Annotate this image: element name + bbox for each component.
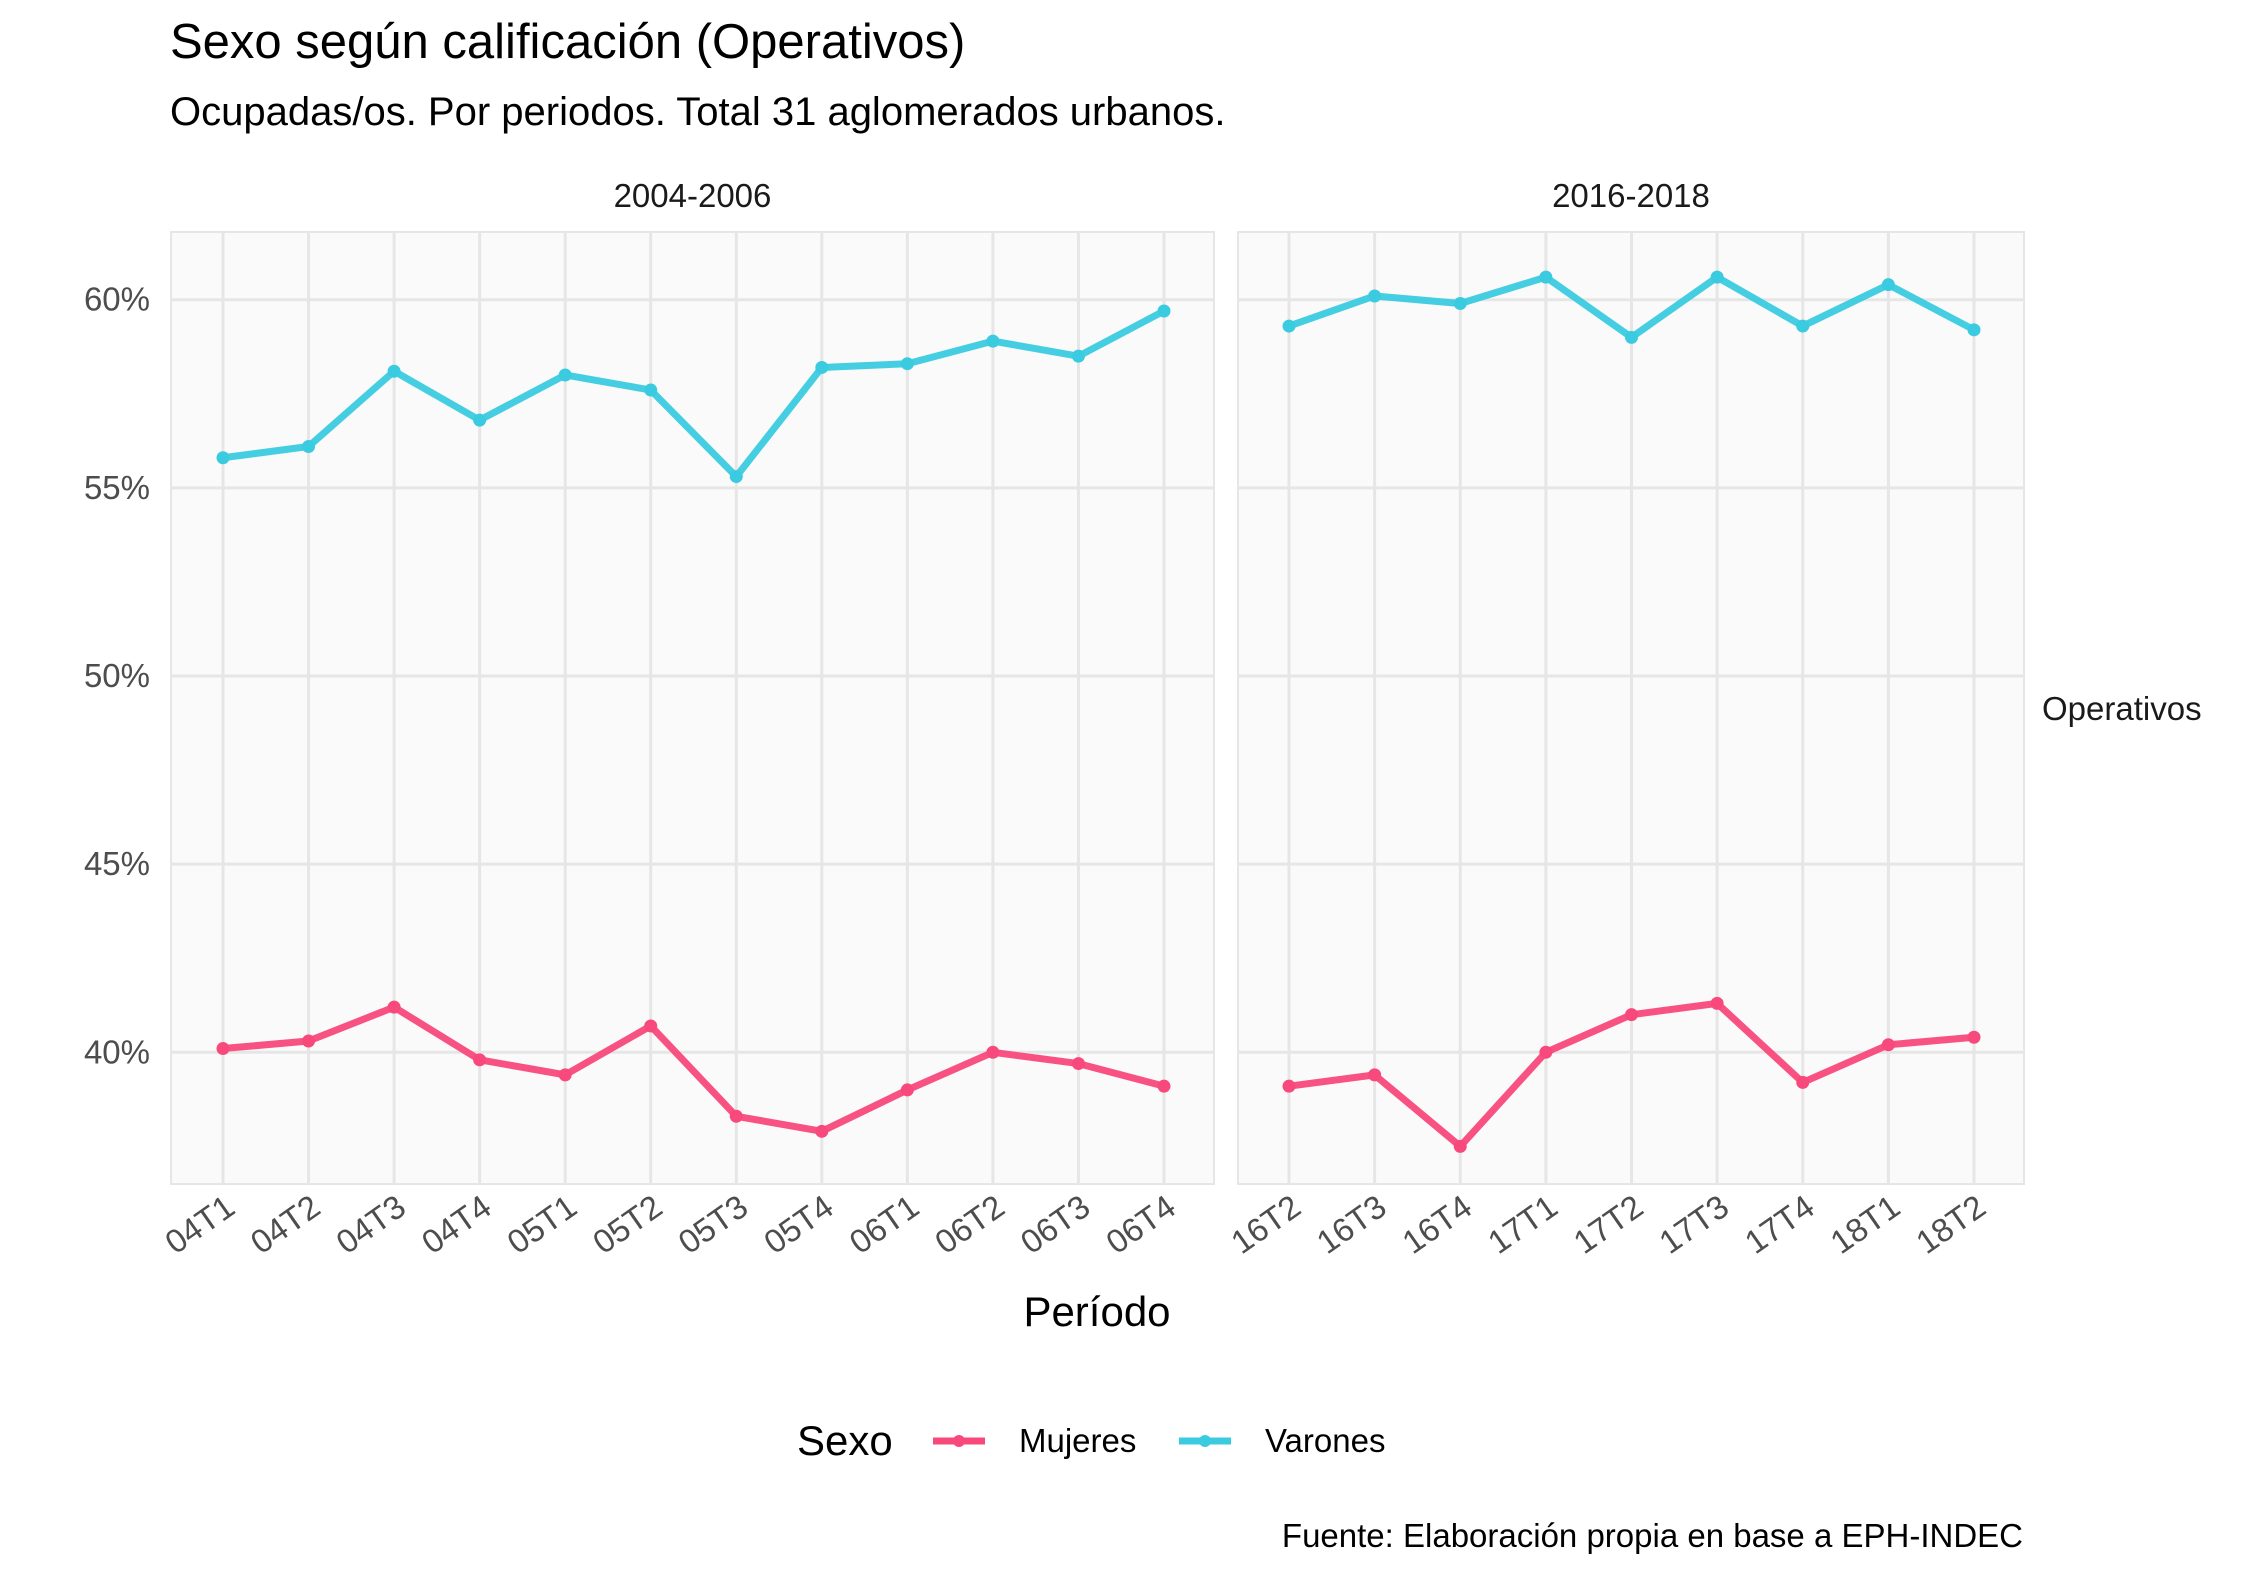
- legend-label-varones: Varones: [1265, 1422, 1385, 1459]
- y-tick-label: 40%: [84, 1033, 150, 1070]
- data-point-mujeres: [1881, 1038, 1895, 1052]
- x-tick-label: 04T1: [158, 1187, 241, 1260]
- data-point-varones: [729, 470, 743, 484]
- x-tick-label: 18T1: [1824, 1187, 1907, 1260]
- data-point-varones: [302, 439, 316, 453]
- data-point-varones: [815, 360, 829, 374]
- data-point-mujeres: [815, 1124, 829, 1138]
- data-point-varones: [1368, 289, 1382, 303]
- data-point-varones: [1881, 278, 1895, 292]
- data-point-mujeres: [1368, 1068, 1382, 1082]
- x-tick-label: 06T2: [928, 1187, 1011, 1260]
- x-tick-label: 06T1: [843, 1187, 926, 1260]
- y-tick-label: 50%: [84, 657, 150, 694]
- data-point-varones: [1625, 330, 1638, 344]
- data-point-varones: [216, 451, 230, 465]
- panel-2004-2006: 2004-2006 04T1 04T2 04T3 04T4 05T1 05T2 05T3 05T…: [158, 177, 1215, 1261]
- x-tick-label: 05T3: [671, 1187, 754, 1260]
- data-point-varones: [1539, 270, 1553, 284]
- data-point-mujeres: [1710, 996, 1724, 1010]
- x-tick-label: 05T1: [500, 1187, 583, 1260]
- data-point-mujeres: [729, 1109, 743, 1123]
- data-point-mujeres: [387, 1000, 401, 1014]
- y-tick-label: 60%: [84, 281, 150, 318]
- data-point-mujeres: [473, 1053, 487, 1067]
- x-tick-label: 17T3: [1652, 1187, 1735, 1260]
- data-point-varones: [473, 413, 487, 427]
- legend-label-mujeres: Mujeres: [1019, 1422, 1136, 1459]
- x-tick-label: 05T4: [757, 1187, 840, 1260]
- data-point-varones: [900, 357, 914, 371]
- data-point-mujeres: [1157, 1079, 1171, 1093]
- x-tick-label: 16T2: [1224, 1187, 1307, 1260]
- x-tick-label: 16T4: [1395, 1187, 1478, 1260]
- y-tick-label: 55%: [84, 469, 150, 506]
- data-point-mujeres: [216, 1042, 230, 1056]
- legend-key-mujeres: [933, 1435, 985, 1447]
- data-point-varones: [387, 364, 401, 378]
- data-point-varones: [1710, 270, 1724, 284]
- panel-strip-label: 2016-2018: [1552, 177, 1710, 214]
- series-line-mujeres: [219, 1003, 1168, 1135]
- data-point-varones: [1157, 304, 1171, 318]
- caption: Fuente: Elaboración propia en base a EPH…: [1282, 1517, 2023, 1554]
- data-point-mujeres: [1625, 1008, 1638, 1022]
- data-point-varones: [644, 383, 658, 397]
- series-line-varones: [219, 307, 1168, 481]
- row-strip-label: Operativos: [2042, 690, 2202, 727]
- data-point-varones: [986, 334, 1000, 348]
- x-tick-label: 06T3: [1014, 1187, 1097, 1260]
- data-point-mujeres: [900, 1083, 914, 1097]
- data-point-mujeres: [1453, 1139, 1467, 1153]
- data-point-mujeres: [1539, 1045, 1553, 1059]
- data-point-varones: [558, 368, 572, 382]
- data-point-varones: [1967, 323, 1981, 337]
- legend: Sexo Mujeres Varones: [797, 1417, 1385, 1464]
- data-point-varones: [1071, 349, 1085, 363]
- x-tick-label: 17T1: [1481, 1187, 1564, 1260]
- x-tick-label: 18T2: [1909, 1187, 1992, 1260]
- data-point-varones: [1796, 319, 1810, 333]
- x-tick-label: 05T2: [586, 1187, 669, 1260]
- x-tick-label: 17T2: [1567, 1187, 1650, 1260]
- data-point-mujeres: [1967, 1030, 1981, 1044]
- legend-key-varones: [1179, 1435, 1231, 1447]
- x-tick-label: 04T2: [244, 1187, 327, 1260]
- panel-strip-label: 2004-2006: [614, 177, 772, 214]
- x-tick-label: 16T3: [1310, 1187, 1393, 1260]
- data-point-varones: [1282, 319, 1296, 333]
- data-point-mujeres: [1282, 1079, 1296, 1093]
- data-point-mujeres: [1796, 1075, 1810, 1089]
- x-tick-label: 06T4: [1099, 1187, 1182, 1260]
- data-point-mujeres: [1071, 1057, 1085, 1071]
- legend-title: Sexo: [797, 1417, 893, 1464]
- panel-background: [170, 231, 1215, 1185]
- data-point-mujeres: [986, 1045, 1000, 1059]
- x-tick-label: 04T4: [415, 1187, 498, 1260]
- data-point-varones: [1453, 296, 1467, 310]
- data-point-mujeres: [644, 1019, 658, 1033]
- x-axis-label: Período: [1023, 1288, 1170, 1335]
- data-point-mujeres: [558, 1068, 572, 1082]
- y-tick-label: 45%: [84, 845, 150, 882]
- chart-subtitle: Ocupadas/os. Por periodos. Total 31 aglo…: [170, 90, 1225, 134]
- x-tick-label: 04T3: [329, 1187, 412, 1260]
- panels: 40% 45% 50% 55% 60% 2004-2006 04T1 04T2 04T3 04T4…: [84, 177, 2025, 1261]
- x-tick-label: 17T4: [1738, 1187, 1821, 1260]
- data-point-mujeres: [302, 1034, 316, 1048]
- chart-title: Sexo según calificación (Operativos): [170, 15, 965, 69]
